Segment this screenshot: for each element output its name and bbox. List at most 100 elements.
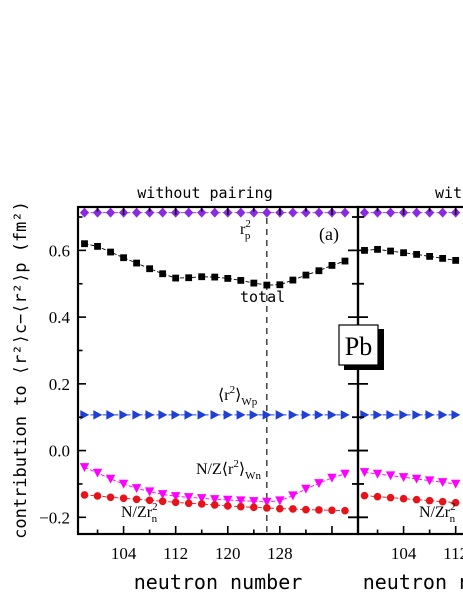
point-rp2-n100: [372, 207, 383, 218]
point-rp2-n138: [340, 207, 350, 218]
point-wp-n114: [184, 410, 194, 420]
point-wn-n104: [398, 473, 409, 482]
point-total-n112: [172, 274, 180, 282]
point-total-n124: [250, 279, 258, 287]
y-tick-label: 0.2: [49, 375, 70, 394]
point-wp-n116: [197, 410, 207, 420]
point-wp-n120: [223, 410, 233, 420]
label-wp-sup: 2: [230, 384, 236, 396]
point-nz_rn2-n126: [263, 504, 271, 512]
label-wn-tail: ⟩: [239, 461, 245, 478]
point-total-n108: [426, 252, 434, 260]
point-wn-n112: [170, 492, 181, 501]
point-wp-n128: [275, 410, 285, 420]
point-rp2-n122: [236, 207, 246, 218]
point-wn-n108: [424, 476, 435, 486]
point-nz_rn2-n134: [315, 506, 323, 514]
label-wn-main: N/Z⟨r: [196, 461, 234, 478]
point-rp2-n134: [314, 207, 324, 218]
label-total: total: [240, 288, 285, 306]
point-rp2-n100: [92, 207, 103, 218]
point-nz_rn2-n122: [236, 502, 245, 511]
point-nz_rn2-n110: [438, 497, 447, 506]
label-rp2-sup: 2: [245, 218, 251, 230]
x-tick-label: 112: [163, 544, 188, 563]
point-wn-n138: [340, 469, 350, 479]
point-wn-n110: [157, 490, 168, 499]
panel-plot-area: [359, 207, 461, 507]
x-axis-label: neutron number: [363, 570, 463, 594]
point-rp2-n126: [262, 207, 272, 218]
point-wp-n100: [373, 410, 383, 420]
point-wn-n98: [79, 463, 90, 472]
point-wp-n98: [80, 410, 90, 420]
point-wp-n138: [340, 410, 350, 420]
point-wp-n118: [210, 410, 220, 420]
point-nz_rn2-n130: [289, 505, 297, 513]
point-wn-n126: [262, 497, 272, 507]
point-total-n136: [328, 261, 336, 269]
point-rp2-n130: [288, 207, 298, 218]
point-wp-n104: [399, 410, 409, 420]
label-wp-main: ⟨r: [218, 387, 230, 404]
point-wn-n102: [105, 474, 116, 484]
point-wp-n112: [171, 410, 181, 420]
y-axis-label: contribution to ⟨r²⟩c−⟨r²⟩p (fm²): [11, 201, 31, 539]
point-wn-n122: [236, 496, 246, 506]
point-nz_rn2-n104: [119, 494, 128, 503]
point-rp2-n116: [197, 207, 207, 218]
y-tick-label: 0.4: [49, 308, 71, 327]
point-wp-n134: [314, 410, 324, 420]
point-rp2-n106: [132, 207, 142, 218]
panel-a: [76, 205, 360, 536]
point-nz_rn2-n136: [328, 506, 336, 515]
point-total-n102: [387, 247, 394, 255]
point-total-n98: [81, 240, 88, 248]
point-nz_rn2-n112: [451, 498, 460, 507]
point-rp2-n132: [301, 207, 311, 218]
point-rp2-n108: [425, 207, 435, 218]
text-layer: 104 112 120 128 −0.2 0.0 0.2 0.4 0.6 without pair…: [11, 184, 463, 594]
point-wn-n132: [301, 484, 311, 494]
point-total-n128: [276, 281, 284, 289]
label-nz-rn2-b-sup: 2: [450, 501, 456, 513]
plot-layer: [76, 205, 463, 536]
point-rp2-n114: [184, 207, 194, 218]
point-nz_rn2-n104: [399, 494, 408, 503]
x-tick-label: 128: [267, 544, 293, 563]
point-nz_rn2-n112: [171, 498, 180, 507]
point-total-n106: [133, 259, 141, 267]
point-wp-n106: [132, 410, 142, 420]
point-nz_rn2-n102: [106, 493, 115, 502]
point-total-n106: [413, 250, 421, 258]
point-total-n116: [198, 273, 206, 281]
x-tick-label: 104: [391, 544, 417, 563]
nucleus-label: Pb: [345, 332, 372, 361]
point-total-n100: [374, 245, 381, 253]
point-wn-n104: [118, 479, 129, 489]
point-wn-n130: [288, 491, 298, 501]
label-wp-tail: ⟩: [235, 387, 241, 404]
point-rp2-n110: [438, 207, 448, 218]
label-nz-rn2-main: N/Zr: [121, 504, 153, 521]
point-nz_rn2-n102: [386, 493, 395, 502]
point-wn-n120: [223, 495, 233, 505]
point-total-n104: [400, 249, 407, 257]
point-wp-n124: [249, 410, 259, 420]
point-wp-n126: [262, 410, 272, 420]
point-rp2-n102: [105, 207, 116, 218]
point-wn-n110: [437, 478, 448, 487]
point-total-n134: [315, 267, 323, 275]
panel-title: with pairing: [435, 184, 463, 202]
point-wp-n108: [425, 410, 435, 420]
point-rp2-n110: [158, 207, 168, 218]
panel-b: [348, 205, 463, 536]
point-wn-n108: [144, 487, 155, 497]
label-wn-sub: Wn: [245, 470, 261, 482]
point-rp2-n108: [145, 207, 155, 218]
point-rp2-n102: [385, 207, 396, 218]
label-rp2-main: r: [240, 221, 246, 238]
point-wn-n118: [210, 495, 220, 504]
point-nz_rn2-n100: [373, 492, 382, 501]
